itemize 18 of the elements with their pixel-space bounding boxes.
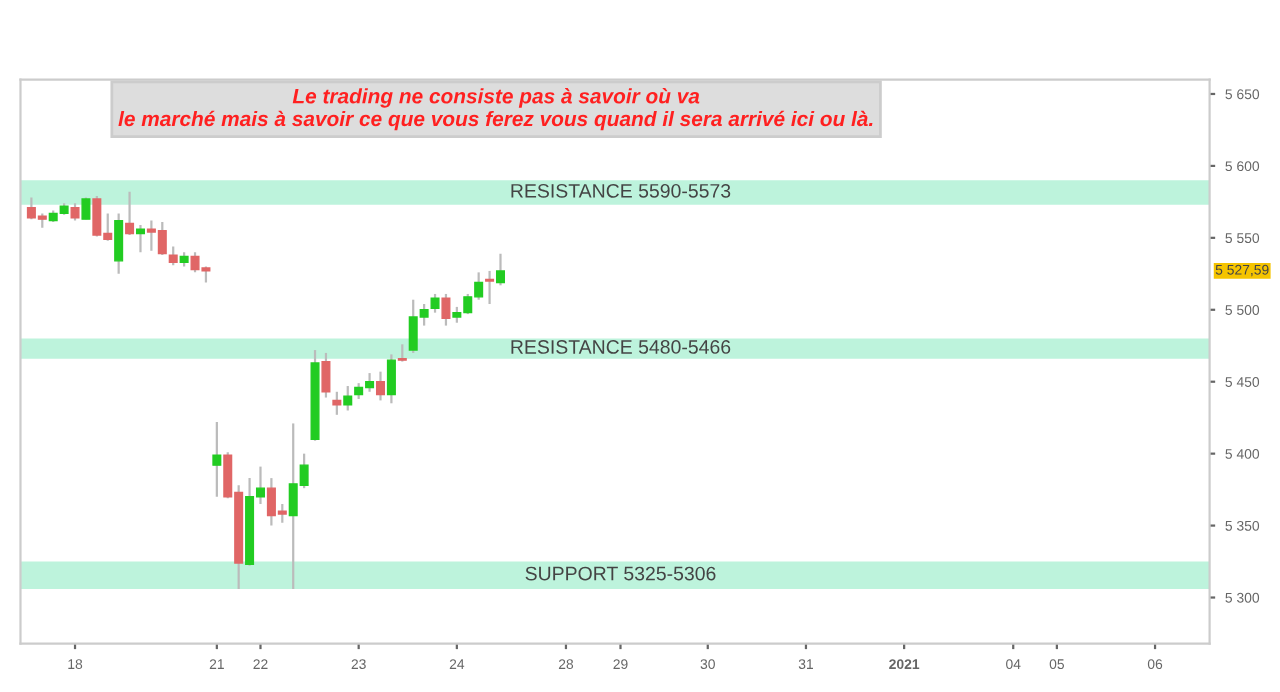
candlestick (114, 212, 124, 275)
candlestick (441, 292, 451, 327)
candlestick (343, 384, 353, 412)
band-label: SUPPORT 5325-5306 (525, 566, 716, 581)
candlestick (135, 223, 145, 254)
candlestick (212, 420, 222, 498)
candlestick (485, 269, 495, 306)
candlestick (430, 292, 440, 314)
candlestick (168, 245, 178, 267)
candlestick (375, 370, 386, 402)
candlestick (125, 190, 135, 237)
band-label: RESISTANCE 5480-5466 (511, 340, 731, 354)
candlestick (321, 351, 331, 399)
band-label: RESISTANCE 5590-5573 (511, 183, 731, 198)
text: Le trading ne consiste pas à savoir où va le marché mais à savoir ce que vous ferez vous quand il sera arrivé ici ou là. (118, 88, 873, 131)
candlestick (495, 252, 506, 287)
candlestick (386, 353, 396, 405)
candlestick (332, 390, 342, 416)
